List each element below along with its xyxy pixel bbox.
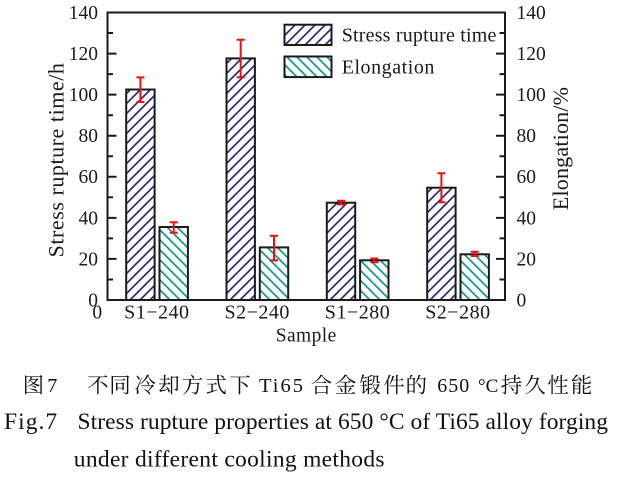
svg-text:120: 120 [517, 44, 546, 65]
svg-text:Elongation/%: Elongation/% [548, 87, 573, 210]
svg-text:20: 20 [517, 249, 537, 270]
svg-text:0: 0 [517, 290, 527, 311]
svg-text:under different cooling method: under different cooling methods [74, 447, 385, 473]
svg-text:S2−280: S2−280 [425, 302, 490, 324]
svg-text:80: 80 [79, 126, 99, 147]
svg-text:Fig.7: Fig.7 [4, 409, 58, 435]
svg-text:140: 140 [517, 3, 546, 24]
svg-text:80: 80 [517, 126, 537, 147]
svg-text:120: 120 [69, 44, 98, 65]
svg-text:7: 7 [47, 375, 57, 397]
svg-text:0: 0 [92, 303, 102, 324]
svg-text:60: 60 [79, 167, 99, 188]
svg-text:100: 100 [69, 85, 98, 106]
svg-text:Sample: Sample [276, 326, 337, 347]
svg-text:40: 40 [79, 208, 99, 229]
svg-text:Elongation: Elongation [342, 56, 435, 78]
svg-text:°C: °C [478, 376, 498, 397]
svg-text:Stress rupture properties at 6: Stress rupture properties at 650 °C of T… [78, 409, 609, 435]
svg-text:Stress rupture time: Stress rupture time [342, 25, 497, 47]
svg-text:S1−240: S1−240 [124, 302, 189, 324]
svg-text:Stress rupture time/h: Stress rupture time/h [44, 63, 69, 258]
svg-text:S1−280: S1−280 [325, 302, 390, 324]
svg-text:60: 60 [517, 167, 537, 188]
svg-text:Ti65: Ti65 [259, 375, 305, 397]
svg-text:0: 0 [88, 290, 98, 311]
svg-text:20: 20 [79, 249, 99, 270]
svg-text:650: 650 [437, 375, 470, 397]
svg-text:100: 100 [517, 85, 546, 106]
svg-text:40: 40 [517, 208, 537, 229]
svg-text:140: 140 [69, 3, 98, 24]
svg-text:S2−240: S2−240 [224, 302, 289, 324]
